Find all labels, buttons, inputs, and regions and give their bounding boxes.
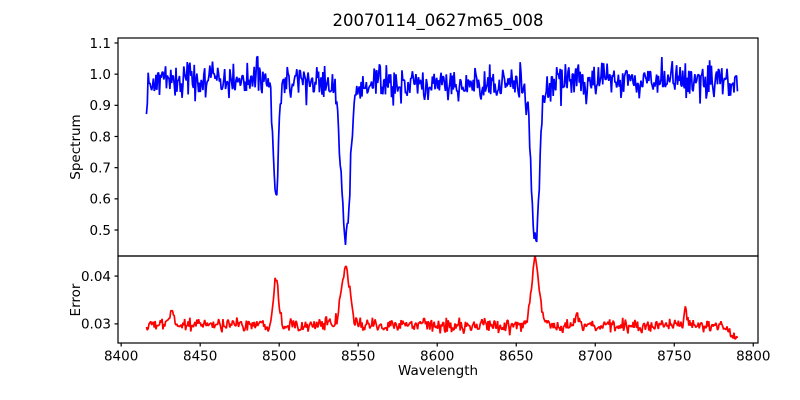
x-tick-label: 8450 xyxy=(183,349,217,365)
spectrum-y-axis-label: Spectrum xyxy=(68,114,84,180)
x-tick-label: 8750 xyxy=(657,349,691,365)
spectrum-y-tick-label: 0.7 xyxy=(90,160,111,176)
error-y-tick-label: 0.04 xyxy=(81,269,111,285)
spectrum-y-tick-label: 0.6 xyxy=(90,192,111,208)
error-y-axis-label: Error xyxy=(68,283,84,317)
x-tick-label: 8500 xyxy=(262,349,296,365)
x-tick-label: 8400 xyxy=(104,349,138,365)
spectrum-y-tick-label: 0.8 xyxy=(90,129,111,145)
x-tick-label: 8550 xyxy=(341,349,375,365)
spectrum-line xyxy=(145,55,739,246)
error-line xyxy=(145,256,739,340)
spectrum-y-tick-label: 1.1 xyxy=(90,36,111,52)
x-tick-label: 8600 xyxy=(420,349,454,365)
plot-title: 20070114_0627m65_008 xyxy=(332,11,544,30)
x-tick-label: 8650 xyxy=(499,349,533,365)
x-tick-label: 8800 xyxy=(736,349,770,365)
spectrum-y-tick-label: 1.0 xyxy=(90,67,111,83)
spectrum-y-tick-label: 0.5 xyxy=(90,223,111,239)
x-tick-label: 8700 xyxy=(578,349,612,365)
error-panel-spines xyxy=(117,255,759,344)
x-axis-label: Wavelength xyxy=(397,363,479,379)
spectrum-y-tick-label: 0.9 xyxy=(90,98,111,114)
error-y-tick-label: 0.03 xyxy=(81,317,111,333)
